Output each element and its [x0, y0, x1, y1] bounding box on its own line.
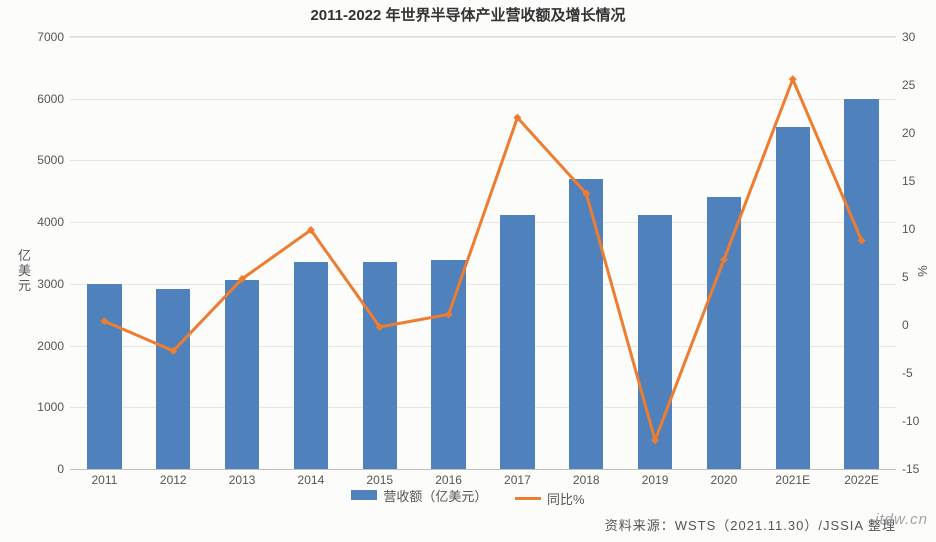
y2-tick-label: 25	[902, 78, 915, 92]
y2-tick-label: 10	[902, 222, 915, 236]
line-marker	[720, 256, 728, 264]
y1-tick-label: 2000	[37, 339, 64, 353]
legend-item-bar: 营收额（亿美元）	[351, 486, 487, 505]
legend-item-line: 同比%	[515, 489, 585, 508]
plot-area: 01000200030004000500060007000-15-10-5051…	[70, 36, 896, 469]
line-marker	[445, 310, 453, 318]
legend-swatch-bar	[351, 490, 377, 500]
y2-tick-label: 15	[902, 174, 915, 188]
y2-axis-title: %	[915, 265, 930, 277]
y2-tick-label: 5	[902, 270, 909, 284]
chart-container: 2011-2022 年世界半导体产业营收额及增长情况 亿美元 % 0100020…	[0, 0, 936, 542]
y1-tick-label: 6000	[37, 92, 64, 106]
y1-tick-label: 1000	[37, 400, 64, 414]
y1-tick-label: 3000	[37, 277, 64, 291]
y1-tick-label: 5000	[37, 153, 64, 167]
watermark: itdw.cn	[875, 511, 928, 528]
y2-tick-label: 30	[902, 30, 915, 44]
chart-title: 2011-2022 年世界半导体产业营收额及增长情况	[0, 4, 936, 25]
y1-tick-label: 0	[57, 462, 64, 476]
y1-tick-label: 7000	[37, 30, 64, 44]
y1-axis-title: 亿美元	[14, 249, 33, 294]
y2-tick-label: -5	[902, 366, 913, 380]
legend-swatch-line	[515, 497, 541, 500]
y1-tick-label: 4000	[37, 215, 64, 229]
source-text: 资料来源：WSTS（2021.11.30）/JSSIA 整理	[605, 515, 896, 534]
y2-tick-label: 0	[902, 318, 909, 332]
legend-label-bar: 营收额（亿美元）	[383, 486, 487, 505]
legend: 营收额（亿美元） 同比%	[0, 486, 936, 509]
y2-tick-label: -10	[902, 414, 919, 428]
line-series	[70, 37, 896, 469]
y2-tick-label: -15	[902, 462, 919, 476]
line-path	[104, 79, 861, 440]
y2-tick-label: 20	[902, 126, 915, 140]
x-axis-baseline	[70, 469, 896, 470]
line-marker	[651, 436, 659, 444]
legend-label-line: 同比%	[547, 489, 585, 508]
